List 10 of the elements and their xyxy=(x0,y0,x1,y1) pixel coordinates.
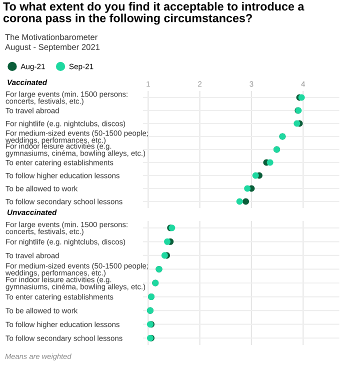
point xyxy=(236,198,243,205)
chart-title: To what extent do you find it acceptable to introduce a corona pass in the following circumstances? xyxy=(3,2,304,25)
point xyxy=(242,198,250,205)
point xyxy=(294,120,300,127)
point xyxy=(266,159,274,166)
text: The Motivationbarometer August - September 2021 xyxy=(5,34,100,52)
point xyxy=(164,238,171,245)
point xyxy=(252,172,259,179)
point xyxy=(161,252,168,259)
point xyxy=(244,185,251,192)
